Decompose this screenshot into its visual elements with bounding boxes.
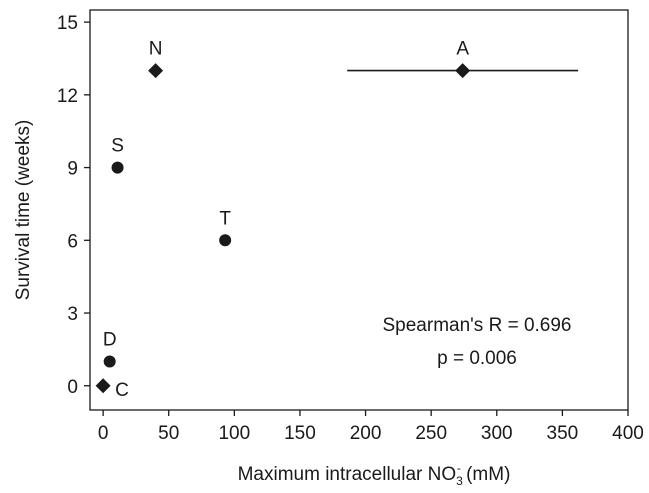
point-label-d: D — [103, 330, 117, 351]
point-label-n: N — [149, 39, 163, 60]
p-value-annotation: p = 0.006 — [437, 348, 517, 369]
y-axis: 0 3 6 9 12 15 — [57, 13, 90, 398]
point-t — [219, 234, 232, 247]
x-axis-label: Maximum intracellular NO3- (mM) — [238, 461, 511, 488]
x-axis-label-unit: (mM) — [461, 464, 511, 485]
x-tick-label: 300 — [481, 423, 513, 444]
y-tick-label: 0 — [67, 377, 78, 398]
x-tick-label: 50 — [158, 423, 179, 444]
x-tick-label: 400 — [612, 423, 644, 444]
y-tick-label: 15 — [57, 13, 78, 34]
x-tick-label: 0 — [98, 423, 109, 444]
x-axis-label-superscript: - — [457, 461, 461, 475]
point-a — [455, 63, 471, 79]
plot-area-frame — [89, 9, 629, 411]
x-axis: 0 50 100 150 200 250 300 350 400 — [98, 410, 644, 444]
x-tick-label: 150 — [284, 423, 316, 444]
point-label-a: A — [456, 39, 469, 60]
point-d — [103, 355, 116, 368]
x-tick-label: 100 — [218, 423, 250, 444]
spearman-annotation: Spearman's R = 0.696 — [383, 315, 572, 336]
point-c — [95, 378, 111, 394]
y-tick-label: 6 — [67, 231, 78, 252]
point-s — [111, 161, 124, 174]
point-n — [148, 63, 164, 79]
x-tick-label: 250 — [415, 423, 447, 444]
x-axis-label-subscript: 3 — [456, 474, 463, 488]
y-axis-label: Survival time (weeks) — [13, 120, 34, 301]
point-label-t: T — [219, 208, 231, 229]
x-tick-label: 200 — [350, 423, 382, 444]
point-label-c: C — [115, 380, 129, 401]
y-tick-label: 3 — [67, 304, 78, 325]
x-axis-label-main: Maximum intracellular NO — [238, 464, 457, 485]
data-points: C D S N T A — [95, 39, 579, 401]
y-tick-label: 9 — [67, 159, 78, 180]
x-tick-label: 350 — [547, 423, 579, 444]
point-label-s: S — [111, 136, 124, 157]
y-tick-label: 12 — [57, 86, 78, 107]
